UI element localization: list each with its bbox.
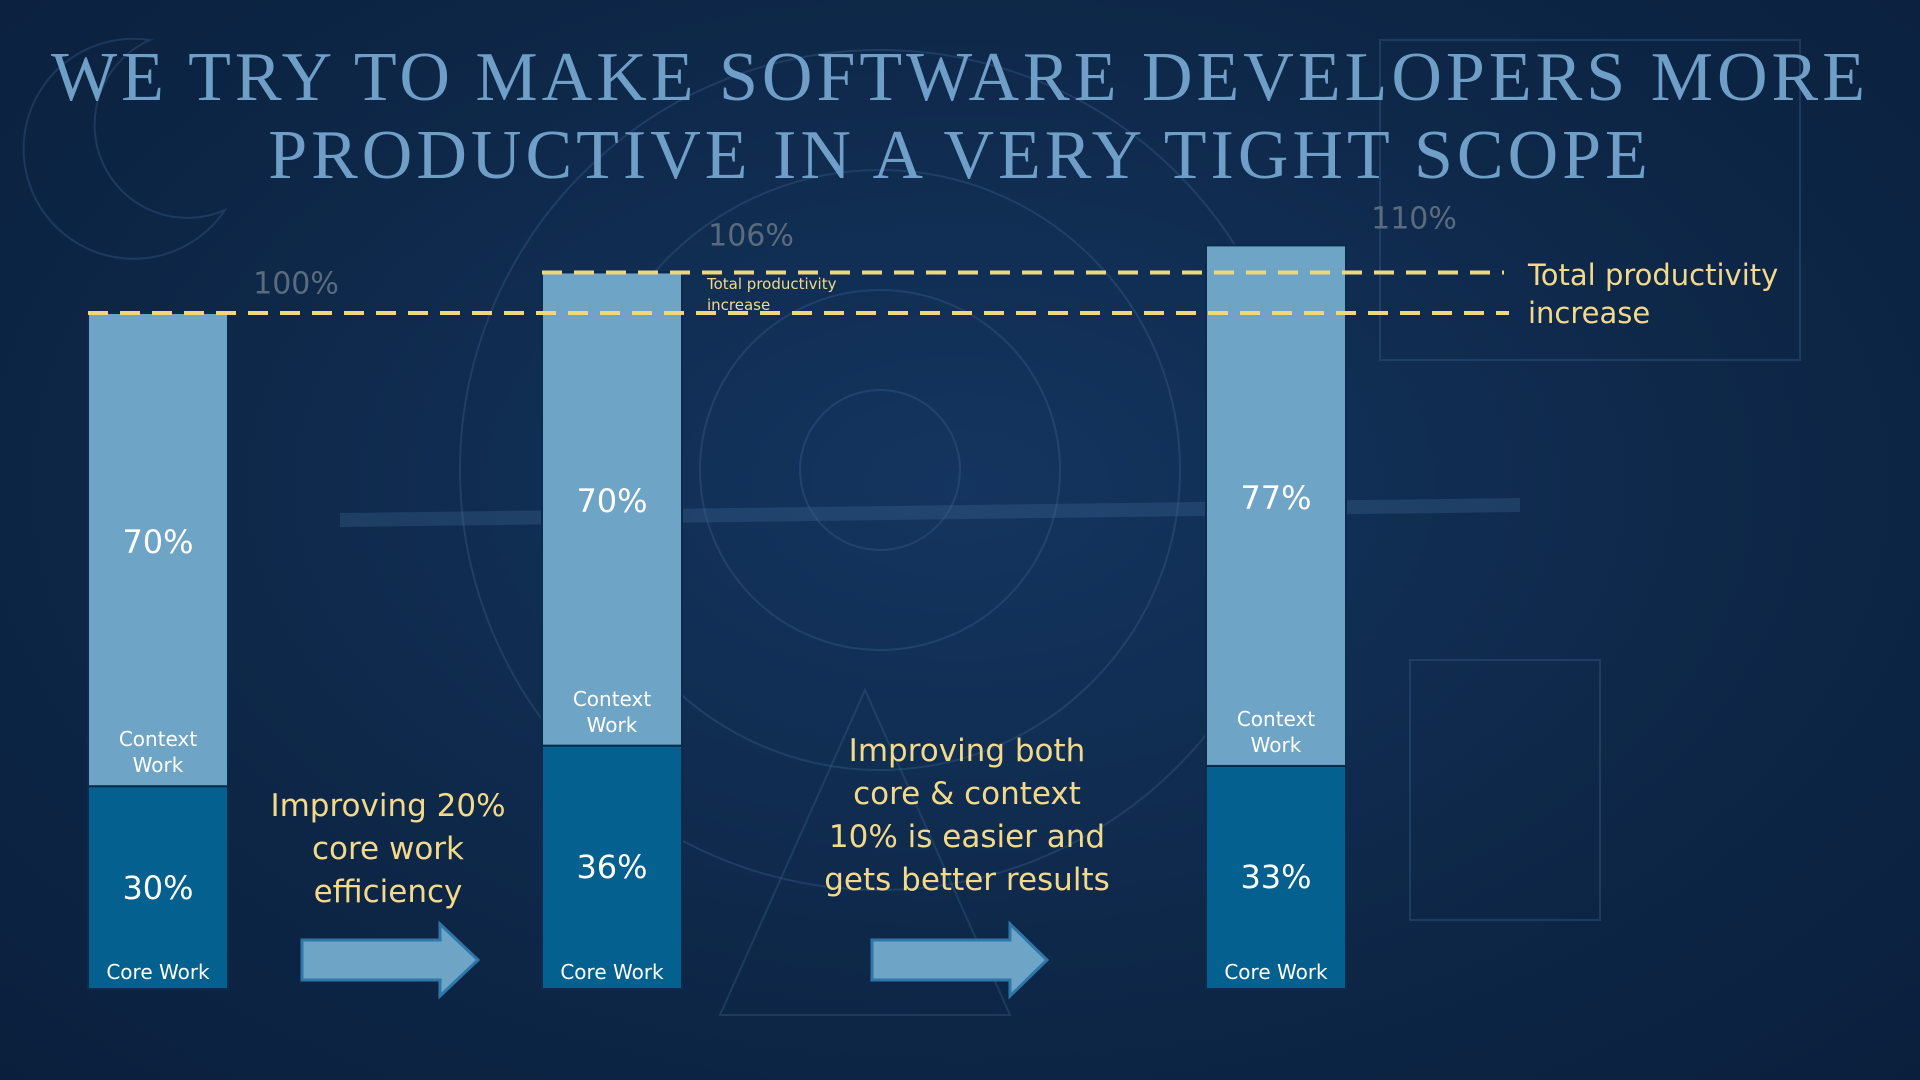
arrows xyxy=(300,920,1050,1000)
segment-name: Context Work xyxy=(572,686,652,737)
bar-segment xyxy=(1205,764,1347,990)
total-label: 110% xyxy=(1371,201,1457,237)
annotation: Improving both core & context 10% is eas… xyxy=(824,733,1110,898)
annotation: Total productivity increase xyxy=(707,275,837,314)
value-label: 33% xyxy=(1240,858,1312,897)
segment-name: Core Work xyxy=(106,960,210,984)
value-label: 77% xyxy=(1240,478,1312,517)
title-line: WE TRY TO MAKE SOFTWARE DEVELOPERS MORE xyxy=(51,39,1869,116)
bar-segment xyxy=(1205,244,1347,767)
annotation: Improving 20% core work efficiency xyxy=(270,788,506,910)
bar-segment xyxy=(87,312,229,788)
segment-name: Core Work xyxy=(1224,960,1328,984)
annotation: Total productivity increase xyxy=(1528,258,1779,330)
segment-name: Context Work xyxy=(118,727,198,778)
segment-name: Core Work xyxy=(560,960,664,984)
value-label: 70% xyxy=(576,482,648,521)
total-label: 100% xyxy=(253,266,339,302)
value-label: 30% xyxy=(122,868,194,907)
bar-segment xyxy=(541,271,683,747)
value-label: 70% xyxy=(122,522,194,561)
title-line: PRODUCTIVE IN A VERY TIGHT SCOPE xyxy=(268,117,1652,194)
bar-segment xyxy=(541,744,683,991)
marks xyxy=(87,244,1509,991)
value-label: 36% xyxy=(576,848,648,887)
total-label: 106% xyxy=(708,218,794,254)
segment-name: Context Work xyxy=(1236,706,1316,757)
bar-segment xyxy=(87,785,229,991)
